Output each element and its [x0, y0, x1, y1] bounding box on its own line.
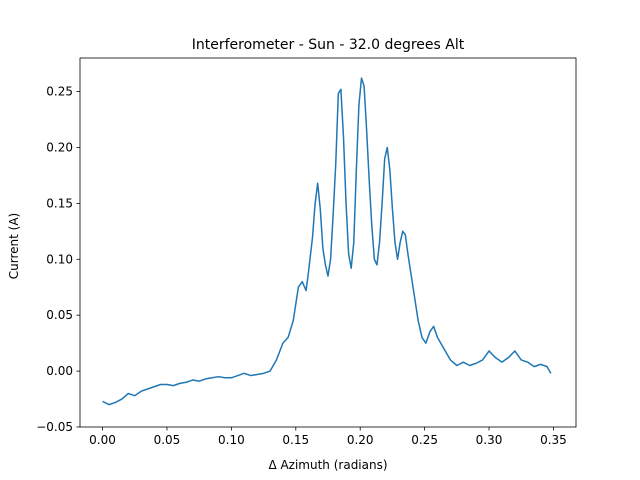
x-tick-label: 0.25 — [411, 433, 438, 447]
x-tick-label: 0.30 — [476, 433, 503, 447]
y-tick-label: 0.00 — [46, 364, 73, 378]
plot-area — [79, 57, 577, 428]
x-tick-label: 0.05 — [154, 433, 181, 447]
series-line-0 — [102, 77, 552, 406]
y-axis-ticks: −0.05 0.00 0.05 0.10 0.15 0.20 0.25 — [36, 85, 80, 434]
y-tick-label: 0.05 — [46, 308, 73, 322]
y-tick-label: 0.15 — [46, 196, 73, 210]
y-tick-label: −0.05 — [36, 420, 73, 434]
axes-frame — [79, 57, 577, 428]
x-tick-label: 0.10 — [218, 433, 245, 447]
y-tick-label: 0.10 — [46, 252, 73, 266]
x-tick-label: 0.15 — [282, 433, 309, 447]
x-tick-label: 0.00 — [89, 433, 116, 447]
x-axis-label: Δ Azimuth (radians) — [268, 458, 387, 472]
x-tick-label: 0.35 — [540, 433, 567, 447]
x-axis-ticks: 0.00 0.05 0.10 0.15 0.20 0.25 0.30 0.35 — [89, 427, 567, 447]
y-tick-label: 0.25 — [46, 85, 73, 99]
chart-title: Interferometer - Sun - 32.0 degrees Alt — [192, 37, 465, 53]
x-tick-label: 0.20 — [347, 433, 374, 447]
y-tick-label: 0.20 — [46, 140, 73, 154]
y-axis-label: Current (A) — [7, 213, 21, 279]
